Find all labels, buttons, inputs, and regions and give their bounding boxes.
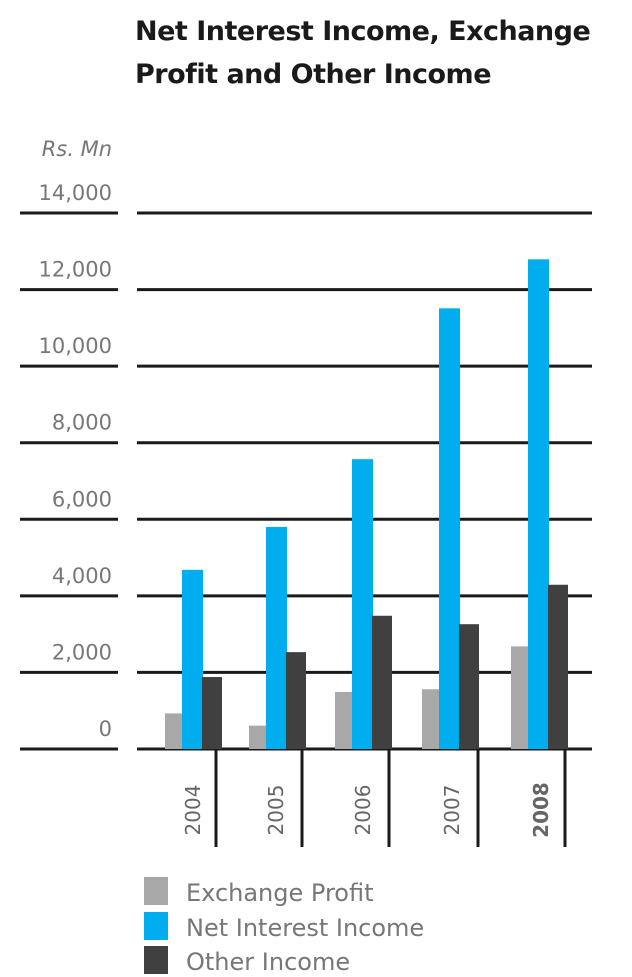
legend-label: Net Interest Income [186,914,424,942]
x-tick-label: 2005 [264,785,288,836]
bar-other-income-2006 [372,615,392,749]
bar-other-income-2008 [548,584,568,749]
bar-exchange-profit-2005 [249,725,267,749]
bar-net-interest-income-2006 [352,459,373,749]
bar-exchange-profit-2007 [422,689,440,749]
y-axis-label: Rs. Mn [42,137,112,161]
y-tick-label: 10,000 [39,334,112,358]
bar-other-income-2007 [459,624,479,749]
y-tick-label: 14,000 [39,181,112,205]
legend-swatch [144,877,168,905]
bar-other-income-2004 [202,677,222,749]
legend-swatch [144,912,168,940]
legend-swatch [144,946,168,974]
bar-net-interest-income-2007 [439,308,460,749]
bar-exchange-profit-2008 [511,646,529,749]
x-tick-label: 2006 [351,785,375,836]
legend-label: Other Income [186,948,350,976]
x-tick-label: 2004 [181,785,205,836]
y-tick-label: 4,000 [52,564,112,588]
bar-other-income-2005 [286,652,306,749]
bar-net-interest-income-2005 [266,526,287,749]
bar-net-interest-income-2008 [528,259,549,749]
bar-exchange-profit-2006 [335,691,353,749]
y-tick-label: 6,000 [52,487,112,511]
y-tick-label: 8,000 [52,411,112,435]
x-tick-label: 2007 [440,785,464,836]
y-tick-label: 0 [99,717,112,741]
chart-title: Net Interest Income, Exchange Profit and… [135,16,591,90]
y-tick-label: 2,000 [52,640,112,664]
y-tick-label: 12,000 [39,258,112,282]
legend-label: Exchange Profit [186,879,374,907]
bar-net-interest-income-2004 [182,569,203,749]
x-tick-label: 2008 [529,782,553,838]
bar-exchange-profit-2004 [165,713,183,749]
